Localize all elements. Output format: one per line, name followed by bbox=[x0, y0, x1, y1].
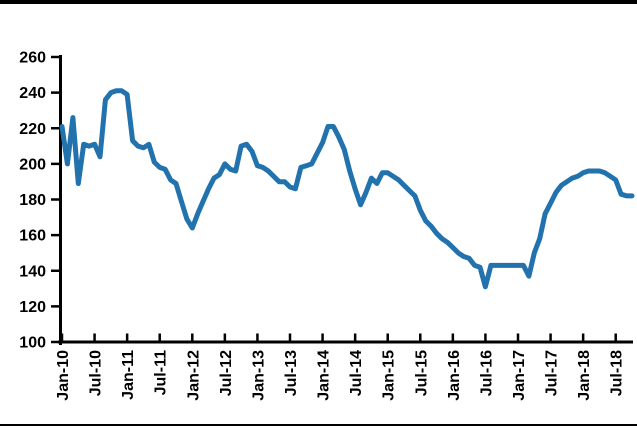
x-tick-label: Jul-17 bbox=[544, 350, 561, 396]
x-tick bbox=[93, 333, 96, 341]
x-tick-label: Jul-18 bbox=[609, 350, 626, 396]
x-tick bbox=[60, 333, 64, 341]
x-tick bbox=[223, 333, 227, 341]
y-tick bbox=[51, 305, 59, 308]
x-axis bbox=[58, 340, 633, 344]
x-tick bbox=[288, 333, 292, 341]
x-tick bbox=[484, 333, 487, 341]
x-tick-label: Jul-12 bbox=[218, 350, 235, 396]
x-tick bbox=[353, 333, 357, 341]
x-tick bbox=[191, 333, 194, 341]
x-tick bbox=[516, 333, 520, 341]
x-tick-label: Jan-17 bbox=[511, 350, 528, 401]
x-tick-label: Jul-10 bbox=[88, 350, 105, 396]
x-tick-label: Jul-14 bbox=[348, 350, 365, 396]
x-tick-label: Jul-15 bbox=[413, 350, 430, 396]
x-tick bbox=[581, 333, 585, 341]
data-line-series bbox=[59, 88, 635, 290]
y-tick-label: 100 bbox=[19, 335, 46, 352]
x-tick bbox=[256, 333, 259, 341]
x-tick bbox=[549, 333, 552, 341]
x-tick-label: Jul-11 bbox=[153, 350, 170, 395]
y-tick-label: 180 bbox=[19, 192, 46, 209]
x-tick bbox=[614, 333, 617, 341]
x-tick bbox=[158, 333, 161, 341]
y-tick bbox=[51, 233, 59, 237]
x-tick bbox=[419, 333, 422, 341]
y-tick bbox=[51, 269, 59, 272]
y-tick-label: 220 bbox=[19, 121, 46, 138]
y-tick-label: 160 bbox=[19, 228, 46, 245]
y-axis bbox=[59, 55, 62, 345]
x-tick-label: Jul-13 bbox=[283, 350, 300, 396]
y-tick bbox=[51, 55, 59, 59]
x-tick bbox=[451, 333, 455, 341]
x-tick-label: Jan-10 bbox=[55, 350, 72, 401]
y-tick-label: 260 bbox=[19, 50, 46, 67]
top-rule bbox=[0, 0, 637, 4]
x-tick-label: Jan-11 bbox=[120, 350, 137, 400]
y-tick bbox=[51, 91, 59, 94]
x-tick-label: Jan-12 bbox=[185, 350, 202, 401]
y-tick bbox=[51, 340, 59, 344]
y-tick-label: 140 bbox=[19, 263, 46, 280]
x-tick bbox=[386, 333, 389, 341]
bottom-rule bbox=[0, 424, 637, 426]
x-tick-label: Jan-16 bbox=[446, 350, 463, 401]
x-tick bbox=[125, 333, 129, 341]
x-tick-label: Jan-13 bbox=[250, 350, 267, 401]
y-tick-label: 240 bbox=[19, 85, 46, 102]
y-tick-label: 120 bbox=[19, 299, 46, 316]
y-tick bbox=[51, 198, 59, 201]
y-tick bbox=[51, 127, 59, 130]
x-tick-label: Jan-14 bbox=[316, 350, 333, 401]
x-tick-label: Jan-15 bbox=[381, 350, 398, 401]
x-tick-label: Jan-18 bbox=[576, 350, 593, 401]
y-tick bbox=[51, 162, 59, 166]
y-tick-label: 200 bbox=[19, 156, 46, 173]
x-tick bbox=[321, 333, 324, 341]
x-tick-label: Jul-16 bbox=[478, 350, 495, 396]
